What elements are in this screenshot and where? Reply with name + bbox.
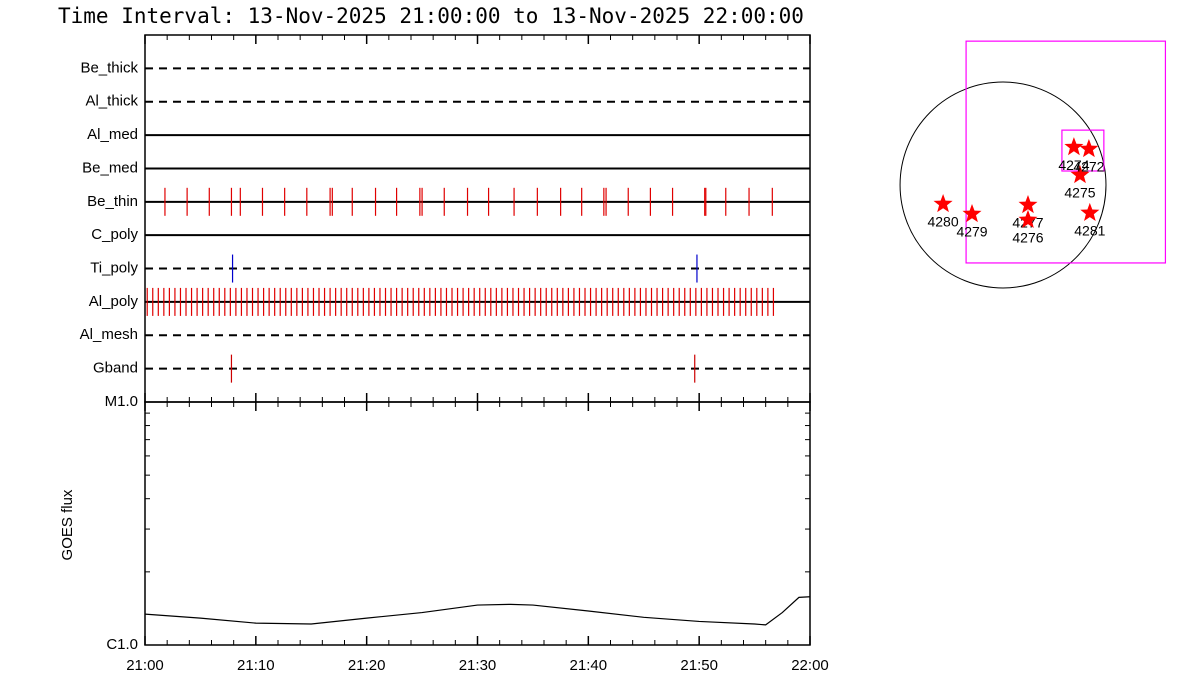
region-star bbox=[1070, 165, 1090, 184]
region-label: 4275 bbox=[1064, 185, 1095, 201]
x-tick-label: 21:50 bbox=[680, 657, 718, 674]
region-star bbox=[1079, 139, 1099, 158]
x-tick-label: 21:30 bbox=[459, 657, 497, 674]
y-tick-label: C1.0 bbox=[106, 636, 138, 653]
row-label: Be_thin bbox=[87, 193, 138, 210]
row-label: Al_poly bbox=[89, 293, 139, 310]
row-label: Be_med bbox=[82, 159, 138, 176]
row-label: Al_med bbox=[87, 126, 138, 143]
row-label: C_poly bbox=[91, 226, 138, 243]
fov-box bbox=[965, 40, 1167, 264]
region-star bbox=[1080, 202, 1100, 221]
x-tick-label: 21:10 bbox=[237, 657, 275, 674]
goes-line bbox=[144, 596, 811, 626]
region-star bbox=[1018, 209, 1038, 228]
region-label: 4276 bbox=[1012, 230, 1043, 246]
region-star bbox=[962, 204, 982, 223]
row-label: Al_mesh bbox=[80, 326, 138, 343]
region-label: 4279 bbox=[956, 224, 987, 240]
row-label: Al_thick bbox=[85, 93, 138, 110]
x-tick-label: 21:20 bbox=[348, 657, 386, 674]
row-label: Be_thick bbox=[80, 59, 138, 76]
x-tick-label: 21:40 bbox=[570, 657, 608, 674]
region-label: 4281 bbox=[1074, 223, 1105, 239]
row-label: Gband bbox=[93, 360, 138, 377]
region-label: 4280 bbox=[927, 214, 958, 230]
region-star bbox=[1018, 195, 1038, 214]
region-star bbox=[1064, 137, 1084, 156]
region-label: 4272 bbox=[1073, 159, 1104, 175]
region-label: 4274 bbox=[1058, 157, 1089, 173]
y-tick-label: M1.0 bbox=[105, 393, 138, 410]
chart-title: Time Interval: 13-Nov-2025 21:00:00 to 1… bbox=[58, 4, 804, 28]
y-axis-label: GOES flux bbox=[59, 489, 76, 560]
row-label: Ti_poly bbox=[90, 260, 138, 277]
x-tick-label: 22:00 bbox=[791, 657, 829, 674]
x-tick-label: 21:00 bbox=[126, 657, 164, 674]
region-star bbox=[933, 194, 953, 213]
fov-box bbox=[1061, 129, 1105, 172]
solar-disk bbox=[899, 81, 1107, 289]
